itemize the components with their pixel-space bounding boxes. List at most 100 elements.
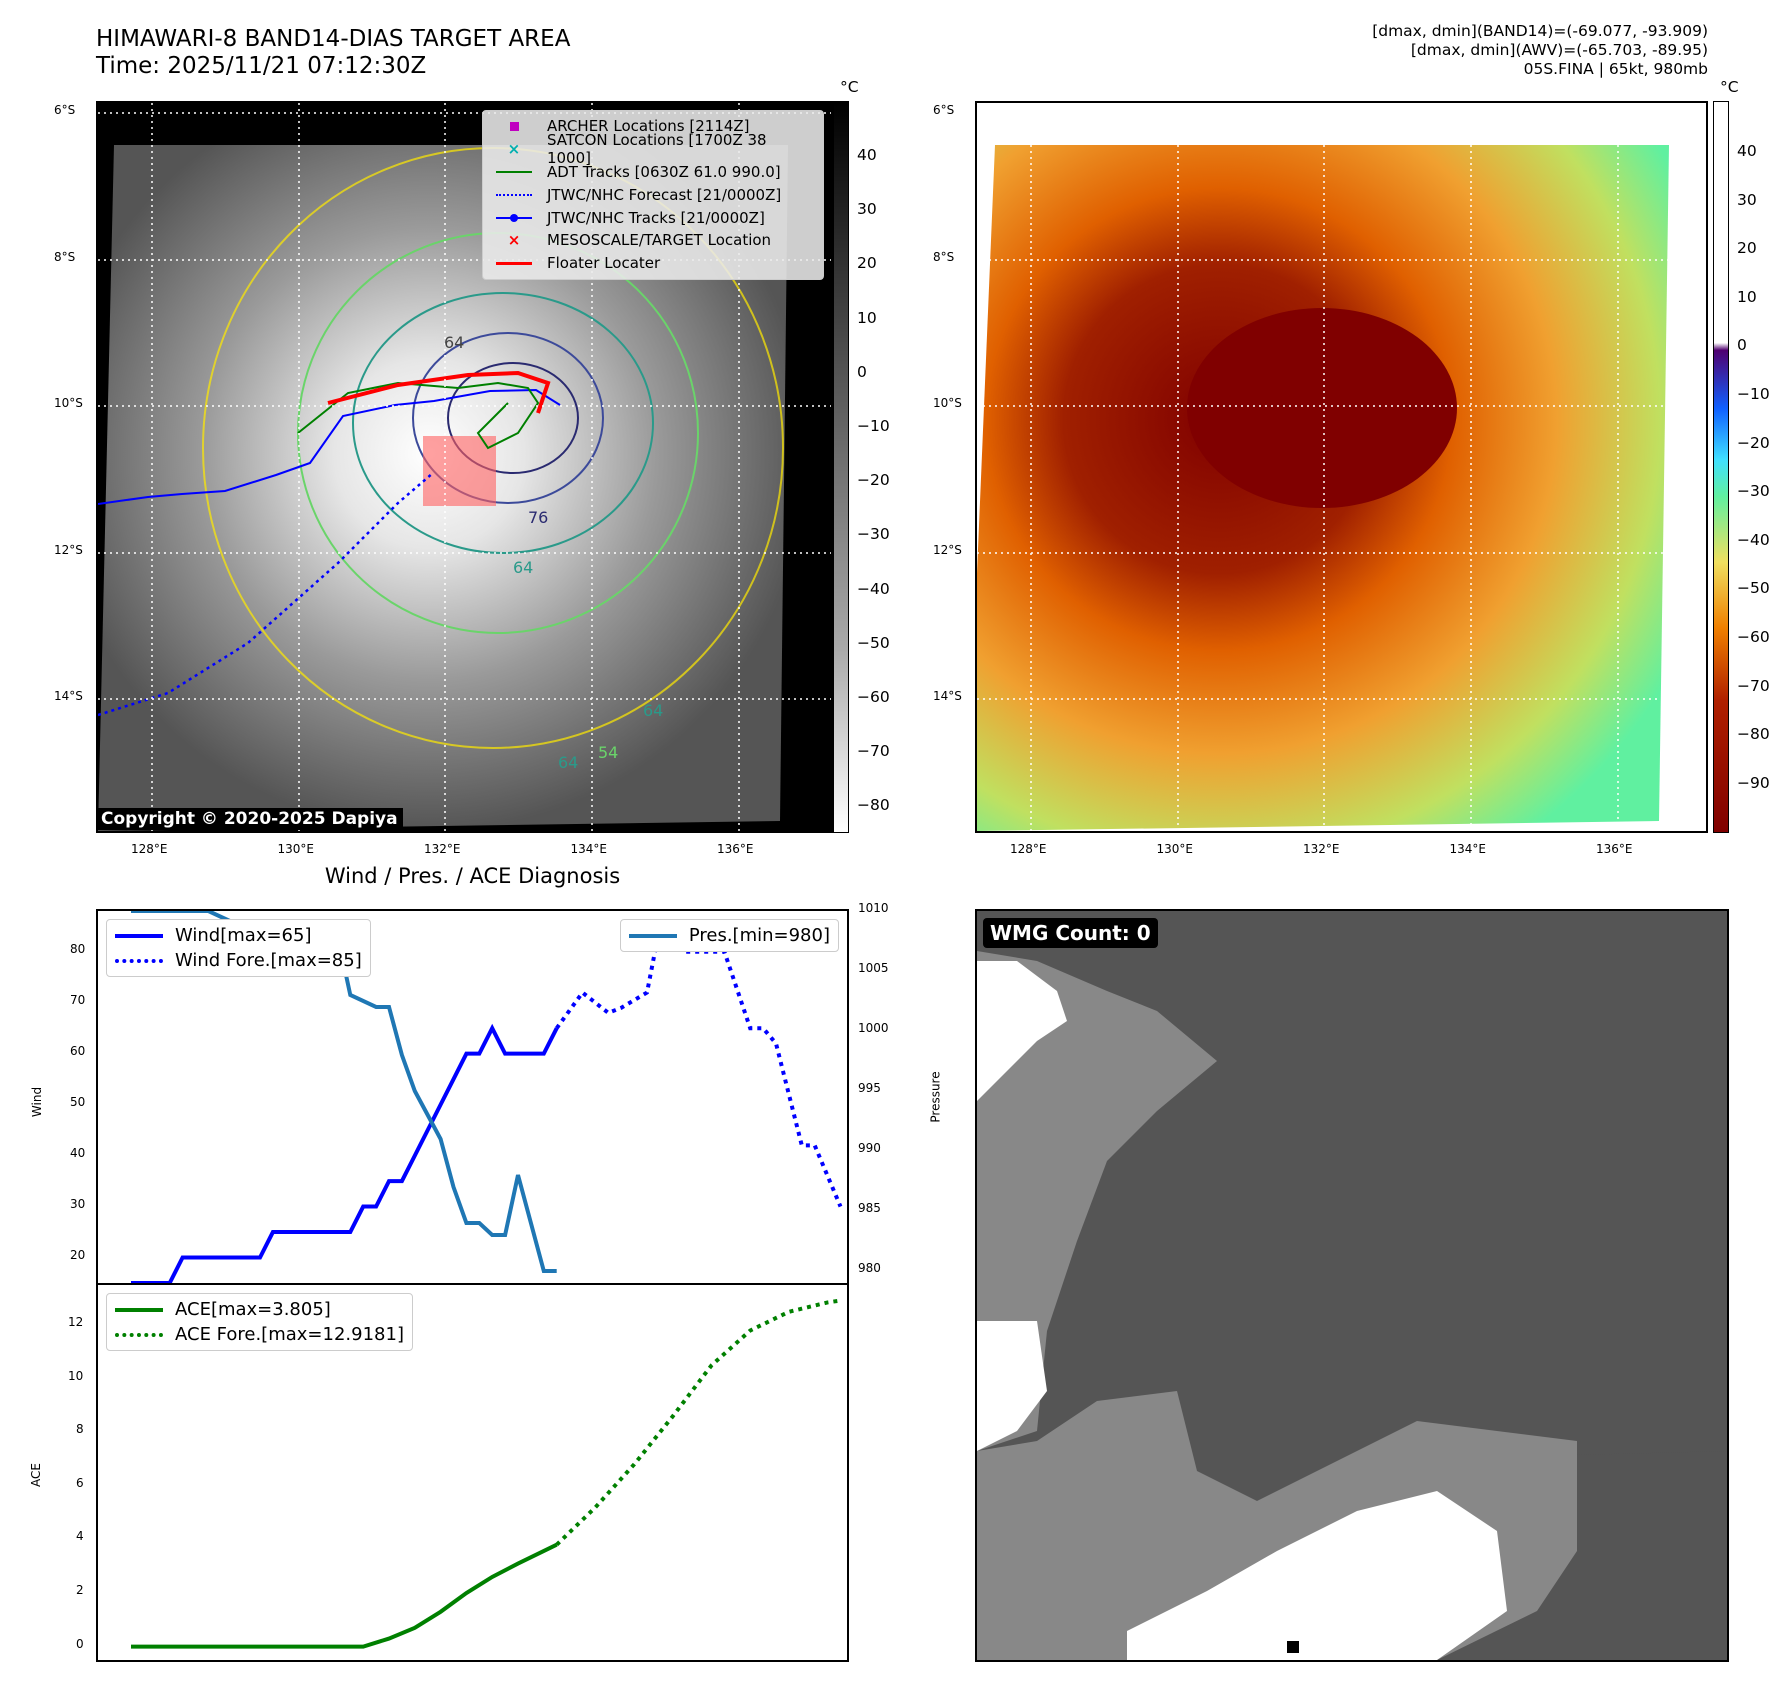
colorbar-tick: −50 xyxy=(1737,579,1770,598)
copyright: Copyright © 2020-2025 Dapiya xyxy=(96,808,403,830)
ace-line xyxy=(131,1542,558,1649)
colorbar-tick: −80 xyxy=(857,796,890,815)
legend-label: ADT Tracks [0630Z 61.0 990.0] xyxy=(547,162,781,181)
pressure-legend: Pres.[min=980] xyxy=(619,919,839,952)
colorbar-tick: 20 xyxy=(1737,239,1757,258)
colorbar-tick: −10 xyxy=(1737,385,1770,403)
colorbar-tick: −60 xyxy=(1737,628,1770,646)
pressure-tick: 1010 xyxy=(858,901,889,915)
wind-line xyxy=(131,1023,559,1283)
lon-tick: 130°E xyxy=(277,842,315,856)
colorbar-tick: −50 xyxy=(857,633,890,652)
colorbar-unit: °C xyxy=(1720,78,1739,96)
ace-tick: 2 xyxy=(76,1583,84,1598)
legend-adt: ADT Tracks [0630Z 61.0 990.0] xyxy=(491,161,815,184)
legend-archer: ARCHER Locations [2114Z] xyxy=(491,115,815,138)
lon-tick: 134°E xyxy=(1449,842,1487,856)
lon-tick: 136°E xyxy=(1596,842,1633,856)
colorbar-tick: −60 xyxy=(857,688,890,706)
awv-map-image xyxy=(977,103,1706,831)
ace-tick: 4 xyxy=(76,1529,84,1544)
colorbar-awv xyxy=(1713,101,1729,833)
colorbar-tick: −30 xyxy=(1737,482,1770,501)
ace-tick: 10 xyxy=(68,1368,84,1383)
dotted-line-icon xyxy=(496,193,532,196)
legend-label: JTWC/NHC Forecast [21/0000Z] xyxy=(547,185,782,204)
ace-legend: ACE[max=3.805] ACE Fore.[max=12.9181] xyxy=(106,1293,413,1351)
legend-jtwc-tracks: JTWC/NHC Tracks [21/0000Z] xyxy=(491,206,815,229)
contour-label: 64 xyxy=(444,333,464,352)
wind-pressure-chart: Wind[max=65] Wind Fore.[max=85] Pres.[mi… xyxy=(96,909,849,1285)
colorbar-tick: −20 xyxy=(1737,433,1770,452)
wind-tick: 70 xyxy=(70,992,86,1007)
pressure-tick: 1005 xyxy=(858,961,889,975)
colorbar-tick: −20 xyxy=(857,471,890,490)
lat-tick: 6°S xyxy=(54,103,76,117)
pressure-tick: 1000 xyxy=(858,1021,889,1035)
ace-chart: ACE[max=3.805] ACE Fore.[max=12.9181] xyxy=(96,1283,849,1662)
lat-tick: 12°S xyxy=(933,542,962,557)
lon-tick: 128°E xyxy=(131,842,168,856)
wind-tick: 20 xyxy=(70,1247,86,1262)
contour-label: 64 xyxy=(643,701,663,720)
colorbar-tick: −30 xyxy=(857,525,890,544)
lon-tick: 132°E xyxy=(424,842,461,856)
legend-label: ARCHER Locations [2114Z] xyxy=(547,117,750,136)
colorbar-tick: 20 xyxy=(857,254,877,273)
pressure-tick: 990 xyxy=(858,1141,881,1155)
lat-tick: 6°S xyxy=(933,103,955,117)
contour-label: 76 xyxy=(528,508,548,527)
lat-tick: 14°S xyxy=(933,689,962,703)
wind-tick: 50 xyxy=(70,1094,86,1109)
line-icon xyxy=(628,933,677,938)
lon-tick: 134°E xyxy=(570,842,608,856)
wind-forecast-line xyxy=(555,922,843,1208)
ace-tick: 12 xyxy=(68,1315,84,1330)
contour-label: 54 xyxy=(598,743,618,762)
wind-tick: 30 xyxy=(70,1196,86,1211)
y-axis-label: Wind xyxy=(30,1086,45,1118)
x-marker-icon: × xyxy=(507,231,521,250)
colorbar-tick: 30 xyxy=(1737,190,1757,209)
colorbar-tick: 0 xyxy=(857,362,867,381)
dotted-line-icon xyxy=(115,958,163,963)
legend-label: ACE[max=3.805] xyxy=(175,1299,331,1320)
lon-tick: 132°E xyxy=(1303,842,1340,856)
colorbar-gray xyxy=(833,101,849,833)
y-axis-label: ACE xyxy=(28,1463,43,1487)
wind-tick: 60 xyxy=(70,1043,86,1058)
pressure-tick: 995 xyxy=(858,1081,881,1095)
legend-label: Pres.[min=980] xyxy=(688,925,830,946)
stats-text: [dmax, dmin](BAND14)=(-69.077, -93.909) … xyxy=(1372,22,1708,79)
wind-tick: 80 xyxy=(70,941,86,956)
lon-tick: 136°E xyxy=(717,842,754,856)
ace-forecast-line xyxy=(555,1298,841,1547)
ace-plot xyxy=(131,1298,841,1649)
legend-label: Floater Locater xyxy=(547,254,661,273)
wmg-image xyxy=(977,911,1727,1660)
colorbar-tick: 40 xyxy=(1737,142,1757,160)
colorbar-tick: −70 xyxy=(1737,676,1770,695)
legend-floater: Floater Locater xyxy=(491,252,815,275)
colorbar-tick: 10 xyxy=(857,308,877,327)
lat-tick: 8°S xyxy=(54,249,76,264)
stat-storm: 05S.FINA | 65kt, 980mb xyxy=(1523,60,1708,78)
lon-tick: 130°E xyxy=(1156,842,1194,856)
colorbar-tick: −70 xyxy=(857,742,890,761)
legend-label: MESOSCALE/TARGET Location xyxy=(547,231,772,250)
legend-label: ACE Fore.[max=12.9181] xyxy=(175,1324,404,1345)
legend-label: Wind[max=65] xyxy=(175,925,312,946)
y2-axis-label: Pressure xyxy=(928,1071,943,1123)
lat-tick: 10°S xyxy=(54,396,83,410)
colorbar-tick: 40 xyxy=(857,146,877,164)
lat-tick: 14°S xyxy=(54,689,83,703)
floater-box xyxy=(423,436,496,506)
ace-tick: 0 xyxy=(76,1636,84,1651)
wmg-count-badge: WMG Count: 0 xyxy=(983,918,1158,948)
ace-tick: 6 xyxy=(76,1475,84,1490)
square-marker-icon xyxy=(509,121,519,131)
pressure-tick: 985 xyxy=(858,1201,881,1215)
stat-band14: [dmax, dmin](BAND14)=(-69.077, -93.909) xyxy=(1372,22,1708,40)
stat-awv: [dmax, dmin](AWV)=(-65.703, -89.95) xyxy=(1410,41,1708,59)
contour-label: 64 xyxy=(513,558,533,577)
